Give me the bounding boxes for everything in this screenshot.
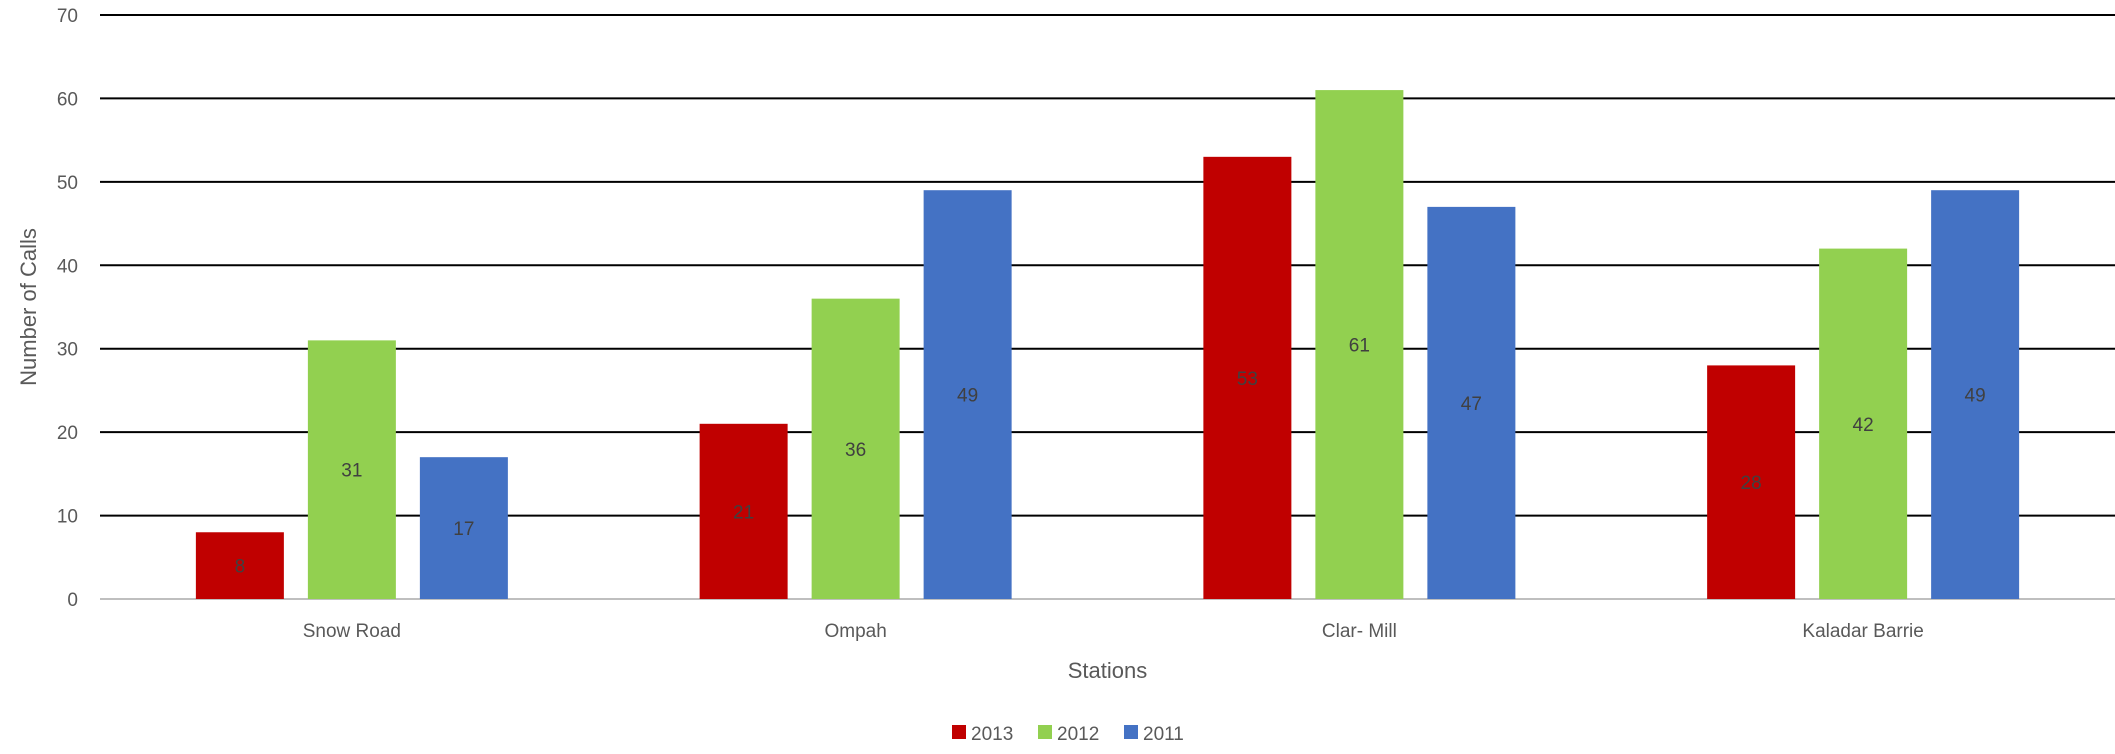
data-label: 61 bbox=[1349, 336, 1370, 357]
y-tick-label: 50 bbox=[57, 173, 78, 194]
legend-label: 2012 bbox=[1057, 724, 1099, 745]
x-tick-label: Kaladar Barrie bbox=[1802, 621, 1923, 642]
legend-swatch bbox=[952, 725, 966, 739]
bar bbox=[1819, 248, 1908, 599]
data-label: 36 bbox=[845, 440, 866, 461]
x-tick-label: Clar- Mill bbox=[1322, 621, 1397, 642]
x-tick-label: Ompah bbox=[824, 621, 886, 642]
data-label: 21 bbox=[733, 502, 754, 523]
bar bbox=[1931, 190, 2020, 599]
data-label: 17 bbox=[453, 519, 474, 540]
y-tick-label: 40 bbox=[57, 256, 78, 277]
x-tick-label: Snow Road bbox=[303, 621, 401, 642]
data-label: 49 bbox=[1965, 386, 1986, 407]
y-tick-label: 60 bbox=[57, 89, 78, 110]
y-axis-ticks: 0 10 20 30 40 50 60 70 bbox=[57, 6, 78, 611]
legend-swatch bbox=[1124, 725, 1138, 739]
data-labels: 8 31 17 21 36 49 53 61 47 28 42 49 bbox=[235, 336, 1986, 578]
y-tick-label: 30 bbox=[57, 340, 78, 361]
legend-label: 2011 bbox=[1143, 724, 1184, 745]
legend-label: 2013 bbox=[971, 724, 1013, 745]
bars bbox=[195, 90, 2020, 600]
bar bbox=[1315, 90, 1404, 599]
y-tick-label: 70 bbox=[57, 6, 78, 27]
bar bbox=[923, 190, 1012, 599]
y-tick-label: 10 bbox=[57, 507, 78, 528]
data-label: 53 bbox=[1237, 369, 1258, 390]
bar bbox=[699, 423, 788, 599]
legend-swatch bbox=[1038, 725, 1052, 739]
bar bbox=[307, 340, 396, 599]
bar bbox=[811, 298, 900, 599]
data-label: 42 bbox=[1853, 415, 1874, 436]
data-label: 31 bbox=[341, 461, 362, 482]
y-tick-label: 0 bbox=[67, 590, 78, 611]
y-tick-label: 20 bbox=[57, 423, 78, 444]
y-axis-title: Number of Calls bbox=[16, 228, 41, 386]
bar bbox=[1707, 365, 1796, 599]
bar bbox=[1427, 206, 1516, 599]
data-label: 28 bbox=[1741, 473, 1762, 494]
x-axis-title: Stations bbox=[1068, 658, 1148, 683]
bar bbox=[1203, 156, 1292, 600]
gridlines bbox=[100, 14, 2115, 600]
data-label: 47 bbox=[1461, 394, 1482, 415]
bar bbox=[419, 457, 508, 599]
bar bbox=[195, 532, 284, 599]
legend: 2013 2012 2011 bbox=[952, 724, 1184, 745]
data-label: 8 bbox=[235, 557, 246, 578]
x-axis-ticks: Snow Road Ompah Clar- Mill Kaladar Barrie bbox=[303, 621, 1924, 642]
data-label: 49 bbox=[957, 386, 978, 407]
